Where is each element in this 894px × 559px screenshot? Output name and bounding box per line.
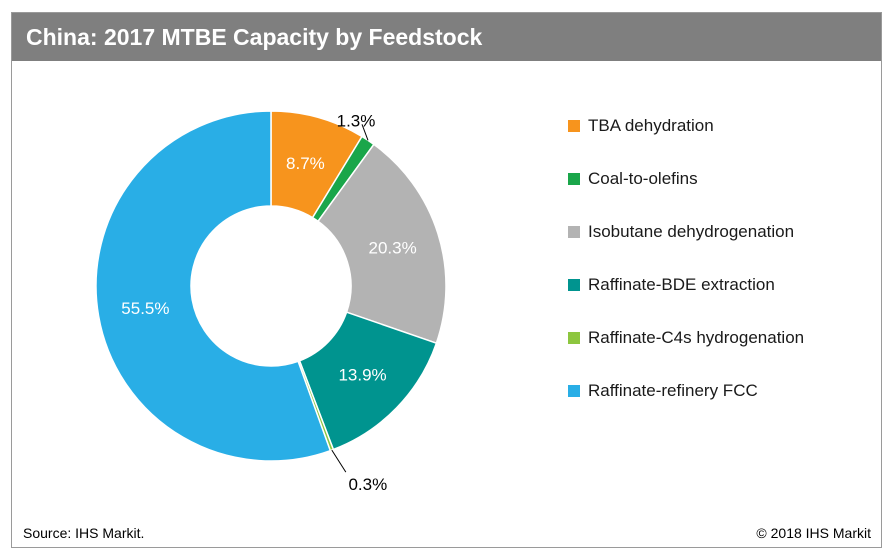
legend-label: Raffinate-BDE extraction	[588, 275, 775, 294]
data-label-raffinate-bde-extraction: 13.9%	[338, 366, 386, 385]
legend-label: Coal-to-olefins	[588, 169, 698, 188]
legend-label: TBA dehydration	[588, 116, 714, 135]
legend-swatch	[568, 332, 580, 344]
chart-title: China: 2017 MTBE Capacity by Feedstock	[26, 24, 483, 50]
leader-line-coal-to-olefins	[361, 124, 369, 141]
slice-raffinate-refinery-fcc	[95, 110, 332, 462]
title-bar: China: 2017 MTBE Capacity by Feedstock	[12, 13, 881, 61]
legend-item-raffinate-c4s-hydrogenation: Raffinate-C4s hydrogenation	[568, 327, 804, 349]
legend-swatch	[568, 173, 580, 185]
legend-swatch	[568, 385, 580, 397]
legend-swatch	[568, 120, 580, 132]
data-label-raffinate-c4s-hydrogenation: 0.3%	[348, 475, 387, 494]
data-label-tba-dehydration: 8.7%	[286, 154, 325, 173]
legend-item-raffinate-bde-extraction: Raffinate-BDE extraction	[568, 274, 775, 296]
legend-item-tba-dehydration: TBA dehydration	[568, 115, 714, 137]
source-note: Source: IHS Markit.	[23, 525, 145, 541]
copyright-note: © 2018 IHS Markit	[756, 525, 871, 541]
chart-frame: China: 2017 MTBE Capacity by Feedstock 8…	[11, 12, 882, 548]
legend-label: Isobutane dehydrogenation	[588, 222, 795, 241]
data-label-coal-to-olefins: 1.3%	[337, 111, 376, 130]
slice-isobutane-dehydrogenation	[316, 143, 447, 345]
legend-label: Raffinate-C4s hydrogenation	[588, 328, 805, 347]
legend-label: Raffinate-refinery FCC	[588, 381, 758, 400]
legend-item-raffinate-refinery-fcc: Raffinate-refinery FCC	[568, 380, 758, 402]
legend-item-isobutane-dehydrogenation: Isobutane dehydrogenation	[568, 221, 794, 243]
leader-line-raffinate-c4s-hydrogenation	[331, 449, 347, 473]
data-label-raffinate-refinery-fcc: 55.5%	[121, 299, 169, 318]
legend-swatch	[568, 226, 580, 238]
legend-swatch	[568, 279, 580, 291]
legend-item-coal-to-olefins: Coal-to-olefins	[568, 168, 698, 190]
donut-chart: 8.7% 1.3% 20.3% 13.9% 0.3% 55.5%	[95, 110, 447, 494]
data-label-isobutane-dehydrogenation: 20.3%	[369, 239, 417, 258]
